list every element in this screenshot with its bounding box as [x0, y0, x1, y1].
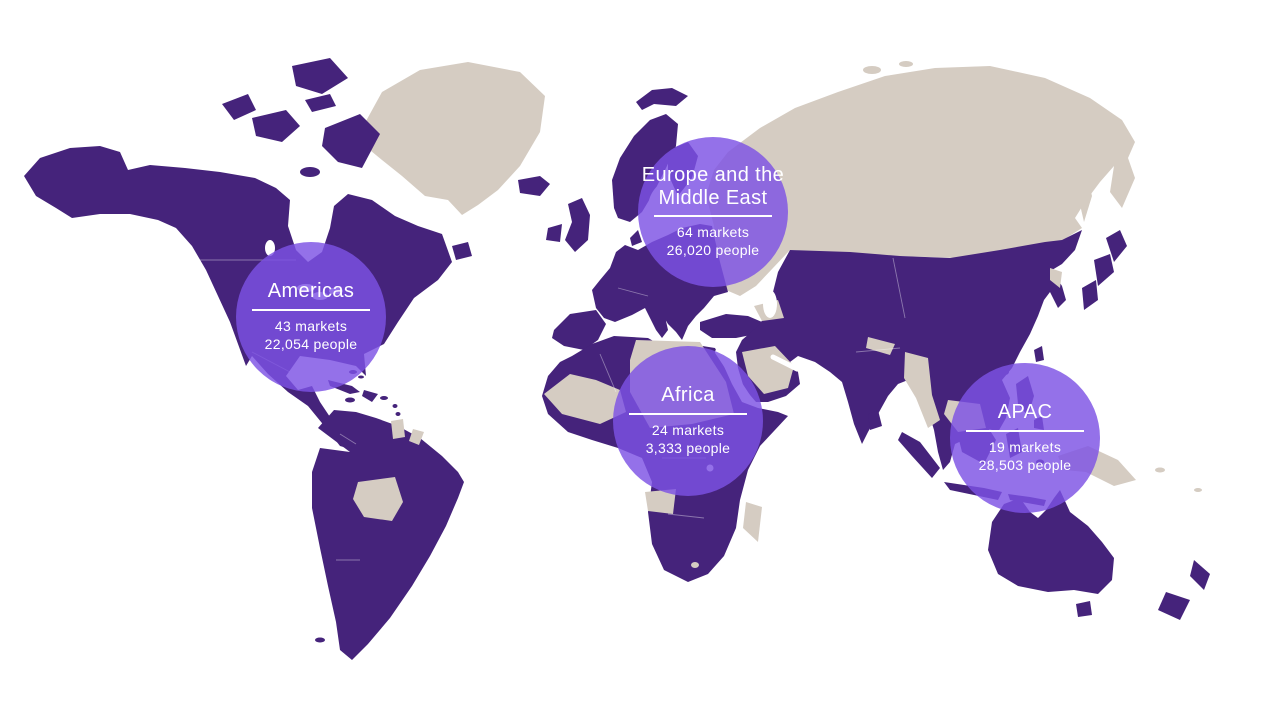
region-bubble-europe-middle-east: Europe and the Middle East 64 markets 26… [638, 137, 788, 287]
french-guiana [409, 429, 424, 445]
jamaica [345, 397, 355, 403]
caspian-sea [763, 290, 777, 318]
region-bubble-africa: Africa 24 markets 3,333 people [613, 346, 763, 496]
arctic-island [863, 66, 881, 74]
region-people: 3,333 people [645, 439, 731, 456]
region-title: Europe and the Middle East [641, 164, 785, 209]
arctic-islands [252, 110, 300, 142]
sakhalin [1078, 170, 1092, 222]
region-title: Americas [267, 280, 355, 303]
region-divider [252, 308, 370, 311]
region-people: 28,503 people [978, 456, 1072, 473]
region-bubble-apac: APAC 19 markets 28,503 people [950, 363, 1100, 513]
hispaniola [362, 390, 378, 402]
border-south-america [339, 433, 357, 445]
sri-lanka [868, 410, 882, 430]
lesotho [691, 562, 699, 568]
south-america [312, 410, 464, 660]
region-people: 22,054 people [264, 335, 358, 352]
ireland [546, 224, 562, 242]
arctic-island [899, 61, 913, 67]
bolivia [353, 477, 403, 521]
banks-island [222, 94, 256, 120]
ellesmere-island [292, 58, 348, 94]
nepal [866, 337, 895, 355]
border-southern-africa [667, 513, 705, 519]
taiwan [1034, 346, 1044, 362]
novaya-zemlya [782, 112, 832, 168]
falkland-islands [315, 637, 325, 643]
devon-island [305, 94, 336, 112]
north-korea [1050, 268, 1062, 288]
border-north-africa [599, 353, 617, 393]
region-people: 26,020 people [666, 241, 760, 258]
myanmar [904, 352, 940, 428]
region-bubble-americas: Americas 43 markets 22,054 people [236, 242, 386, 392]
antilles [395, 412, 401, 416]
japan-hokkaido [1106, 230, 1127, 262]
region-markets: 24 markets [651, 421, 725, 438]
southampton-island [300, 167, 320, 177]
persian-gulf [770, 354, 800, 372]
region-title: APAC [997, 401, 1053, 424]
region-divider [654, 214, 772, 217]
region-title: Africa [661, 384, 715, 407]
nz-north-island [1190, 560, 1210, 590]
bahamas [358, 375, 364, 379]
guyana [391, 419, 405, 439]
region-markets: 64 markets [676, 223, 750, 240]
tasmania [1076, 601, 1092, 617]
border-europe [617, 287, 649, 297]
non-market-landmass [360, 61, 1202, 492]
nz-south-island [1158, 592, 1190, 620]
baffin-island [322, 114, 380, 168]
region-markets: 43 markets [274, 317, 348, 334]
antilles [392, 404, 398, 408]
saudi-arabia [742, 346, 794, 394]
australia [988, 490, 1114, 594]
region-markets: 19 markets [988, 438, 1062, 455]
pacific-island [1155, 467, 1165, 473]
iceland [518, 176, 550, 196]
angola [645, 489, 676, 514]
newfoundland [452, 242, 472, 260]
japan-kyushu [1082, 280, 1098, 310]
puerto-rico [380, 396, 388, 400]
svalbard [636, 88, 688, 110]
region-divider [966, 429, 1084, 432]
border-india-china [855, 347, 901, 353]
japan-honshu [1094, 254, 1114, 286]
great-britain [565, 198, 590, 252]
turkey [700, 314, 762, 338]
scandinavia [612, 114, 678, 222]
greenland [360, 62, 545, 215]
black-sea [709, 298, 739, 314]
iberia [552, 310, 606, 350]
pacific-island [1194, 488, 1202, 492]
sahara-west [544, 374, 626, 424]
sumatra [898, 432, 940, 478]
border-central-asia [892, 257, 906, 319]
denmark [630, 230, 642, 246]
madagascar [743, 502, 762, 542]
region-divider [629, 412, 747, 415]
